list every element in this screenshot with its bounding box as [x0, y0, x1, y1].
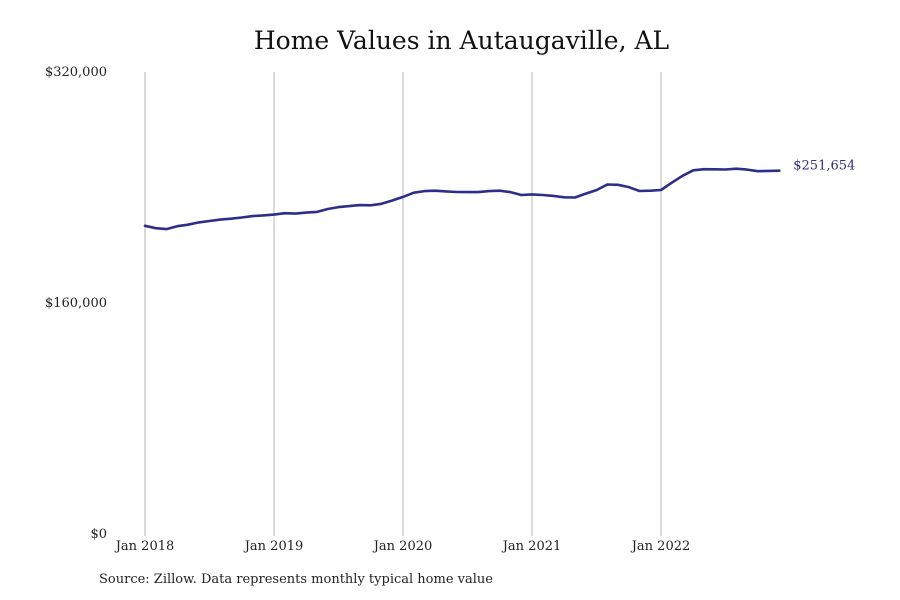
chart-title: Home Values in Autaugaville, AL: [253, 26, 670, 55]
x-tick-label: Jan 2019: [243, 539, 304, 554]
gridlines: [144, 72, 662, 536]
series: $251,654: [143, 159, 855, 231]
x-axis-ticks: Jan 2018 Jan 2019 Jan 2020 Jan 2021 Jan 2022: [114, 539, 691, 554]
y-tick-label: $160,000: [45, 296, 107, 311]
end-value-label: $251,654: [793, 159, 855, 174]
source-note: Source: Zillow. Data represents monthly …: [99, 572, 493, 587]
series-line: [143, 167, 781, 231]
x-tick-label: Jan 2021: [501, 539, 562, 554]
x-tick-label: Jan 2022: [630, 539, 691, 554]
x-tick-label: Jan 2018: [114, 539, 175, 554]
y-tick-label: $0: [90, 527, 107, 542]
y-axis-ticks: $0 $160,000 $320,000: [45, 65, 107, 542]
y-tick-label: $320,000: [45, 65, 107, 80]
x-tick-label: Jan 2020: [372, 539, 433, 554]
